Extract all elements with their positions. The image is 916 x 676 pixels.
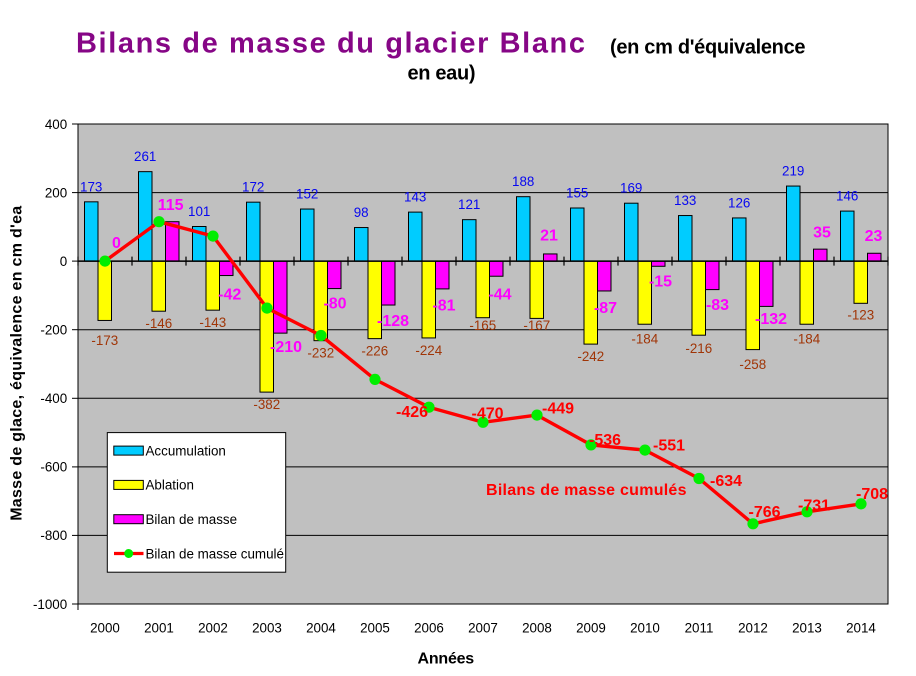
svg-text:146: 146 — [836, 189, 858, 204]
svg-text:188: 188 — [512, 174, 534, 189]
svg-text:-224: -224 — [415, 343, 442, 358]
svg-text:2000: 2000 — [90, 621, 120, 636]
svg-text:0: 0 — [112, 235, 121, 252]
svg-text:-123: -123 — [847, 308, 874, 323]
svg-text:en eau): en eau) — [408, 63, 476, 85]
svg-text:2004: 2004 — [306, 621, 336, 636]
svg-text:-449: -449 — [542, 401, 574, 418]
svg-text:2010: 2010 — [630, 621, 660, 636]
svg-text:-184: -184 — [793, 332, 820, 347]
svg-text:2011: 2011 — [685, 621, 714, 636]
svg-text:-132: -132 — [755, 311, 787, 328]
svg-text:-232: -232 — [307, 346, 334, 361]
svg-text:-766: -766 — [749, 504, 781, 521]
svg-text:-83: -83 — [706, 297, 729, 314]
svg-text:-470: -470 — [472, 406, 504, 423]
svg-text:-128: -128 — [377, 313, 409, 330]
svg-text:-15: -15 — [649, 274, 672, 291]
svg-text:Bilan de masse cumulé: Bilan de masse cumulé — [146, 546, 284, 561]
svg-text:143: 143 — [404, 190, 426, 205]
svg-text:-200: -200 — [40, 323, 67, 338]
svg-text:-426: -426 — [396, 404, 428, 421]
svg-text:152: 152 — [296, 187, 318, 202]
svg-text:2002: 2002 — [198, 621, 228, 636]
svg-text:-173: -173 — [91, 333, 118, 348]
svg-text:115: 115 — [158, 197, 184, 214]
svg-text:Bilan de masse: Bilan de masse — [146, 512, 238, 527]
svg-text:-600: -600 — [40, 460, 67, 475]
svg-text:-216: -216 — [685, 341, 712, 356]
svg-text:-42: -42 — [218, 287, 241, 304]
svg-text:2007: 2007 — [468, 621, 498, 636]
svg-text:172: 172 — [242, 180, 264, 195]
svg-text:-800: -800 — [40, 528, 67, 543]
svg-text:0: 0 — [60, 254, 67, 269]
svg-text:-146: -146 — [145, 316, 172, 331]
svg-text:2008: 2008 — [522, 621, 552, 636]
svg-text:400: 400 — [45, 117, 67, 132]
svg-text:-226: -226 — [361, 344, 388, 359]
svg-text:-242: -242 — [577, 349, 604, 364]
svg-text:2003: 2003 — [252, 621, 282, 636]
svg-text:2013: 2013 — [792, 621, 822, 636]
svg-text:Accumulation: Accumulation — [146, 443, 226, 458]
svg-text:2009: 2009 — [576, 621, 606, 636]
svg-text:-44: -44 — [488, 287, 511, 304]
svg-text:Bilans de masse du glacier Bla: Bilans de masse du glacier Blanc — [76, 28, 585, 60]
svg-text:-80: -80 — [323, 296, 346, 313]
svg-text:-551: -551 — [653, 438, 685, 455]
svg-text:155: 155 — [566, 186, 588, 201]
svg-text:-143: -143 — [199, 315, 226, 330]
svg-text:2014: 2014 — [846, 621, 876, 636]
svg-text:101: 101 — [188, 204, 210, 219]
svg-text:-536: -536 — [589, 432, 621, 449]
svg-text:Années: Années — [418, 650, 475, 667]
svg-text:-184: -184 — [631, 332, 658, 347]
svg-text:Bilans de masse cumulés: Bilans de masse cumulés — [486, 482, 687, 499]
svg-text:-81: -81 — [432, 298, 455, 315]
svg-text:2006: 2006 — [414, 621, 444, 636]
svg-text:-382: -382 — [253, 397, 280, 412]
svg-text:-258: -258 — [739, 357, 766, 372]
svg-text:-167: -167 — [523, 318, 550, 333]
svg-text:23: 23 — [865, 228, 883, 245]
svg-text:121: 121 — [458, 197, 480, 212]
svg-text:2005: 2005 — [360, 621, 390, 636]
svg-text:Ablation: Ablation — [146, 478, 194, 493]
svg-text:Masse de glace, équivalence en: Masse de glace, équivalence en cm d'ea — [8, 206, 25, 521]
svg-text:133: 133 — [674, 193, 696, 208]
svg-text:219: 219 — [782, 164, 804, 179]
svg-text:200: 200 — [45, 185, 67, 200]
svg-text:-731: -731 — [798, 498, 830, 515]
svg-text:-210: -210 — [270, 339, 302, 356]
svg-text:35: 35 — [813, 225, 831, 242]
svg-text:21: 21 — [540, 228, 558, 245]
svg-text:2001: 2001 — [144, 621, 174, 636]
svg-text:-634: -634 — [710, 473, 742, 490]
svg-text:-1000: -1000 — [33, 597, 67, 612]
svg-text:173: 173 — [80, 179, 102, 194]
svg-text:169: 169 — [620, 181, 642, 196]
svg-text:98: 98 — [354, 205, 369, 220]
svg-text:-165: -165 — [469, 318, 496, 333]
svg-text:-400: -400 — [40, 391, 67, 406]
svg-text:-708: -708 — [856, 486, 888, 503]
svg-text:(en cm d'équivalence: (en cm d'équivalence — [610, 37, 806, 59]
svg-text:-87: -87 — [594, 300, 617, 317]
svg-text:261: 261 — [134, 149, 156, 164]
svg-text:126: 126 — [728, 195, 750, 210]
svg-text:2012: 2012 — [738, 621, 768, 636]
